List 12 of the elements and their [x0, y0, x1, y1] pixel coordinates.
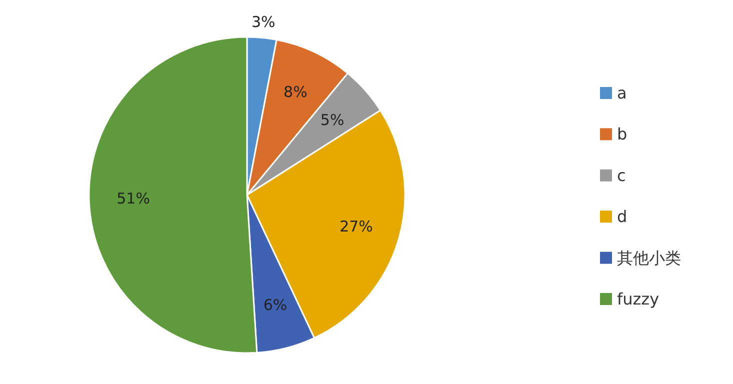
- legend-label: b: [617, 124, 628, 144]
- data-label: 5%: [320, 110, 344, 129]
- data-label: 6%: [263, 296, 288, 314]
- legend-label: d: [617, 207, 628, 226]
- legend-label: a: [617, 84, 627, 102]
- legend-label: c: [617, 166, 626, 185]
- data-label: 51%: [116, 190, 150, 208]
- legend-label: 其他小类: [617, 248, 681, 268]
- data-label: 8%: [284, 83, 308, 102]
- data-label: 3%: [251, 12, 276, 31]
- legend-label: fuzzy: [617, 290, 660, 308]
- data-label: 27%: [340, 218, 373, 236]
